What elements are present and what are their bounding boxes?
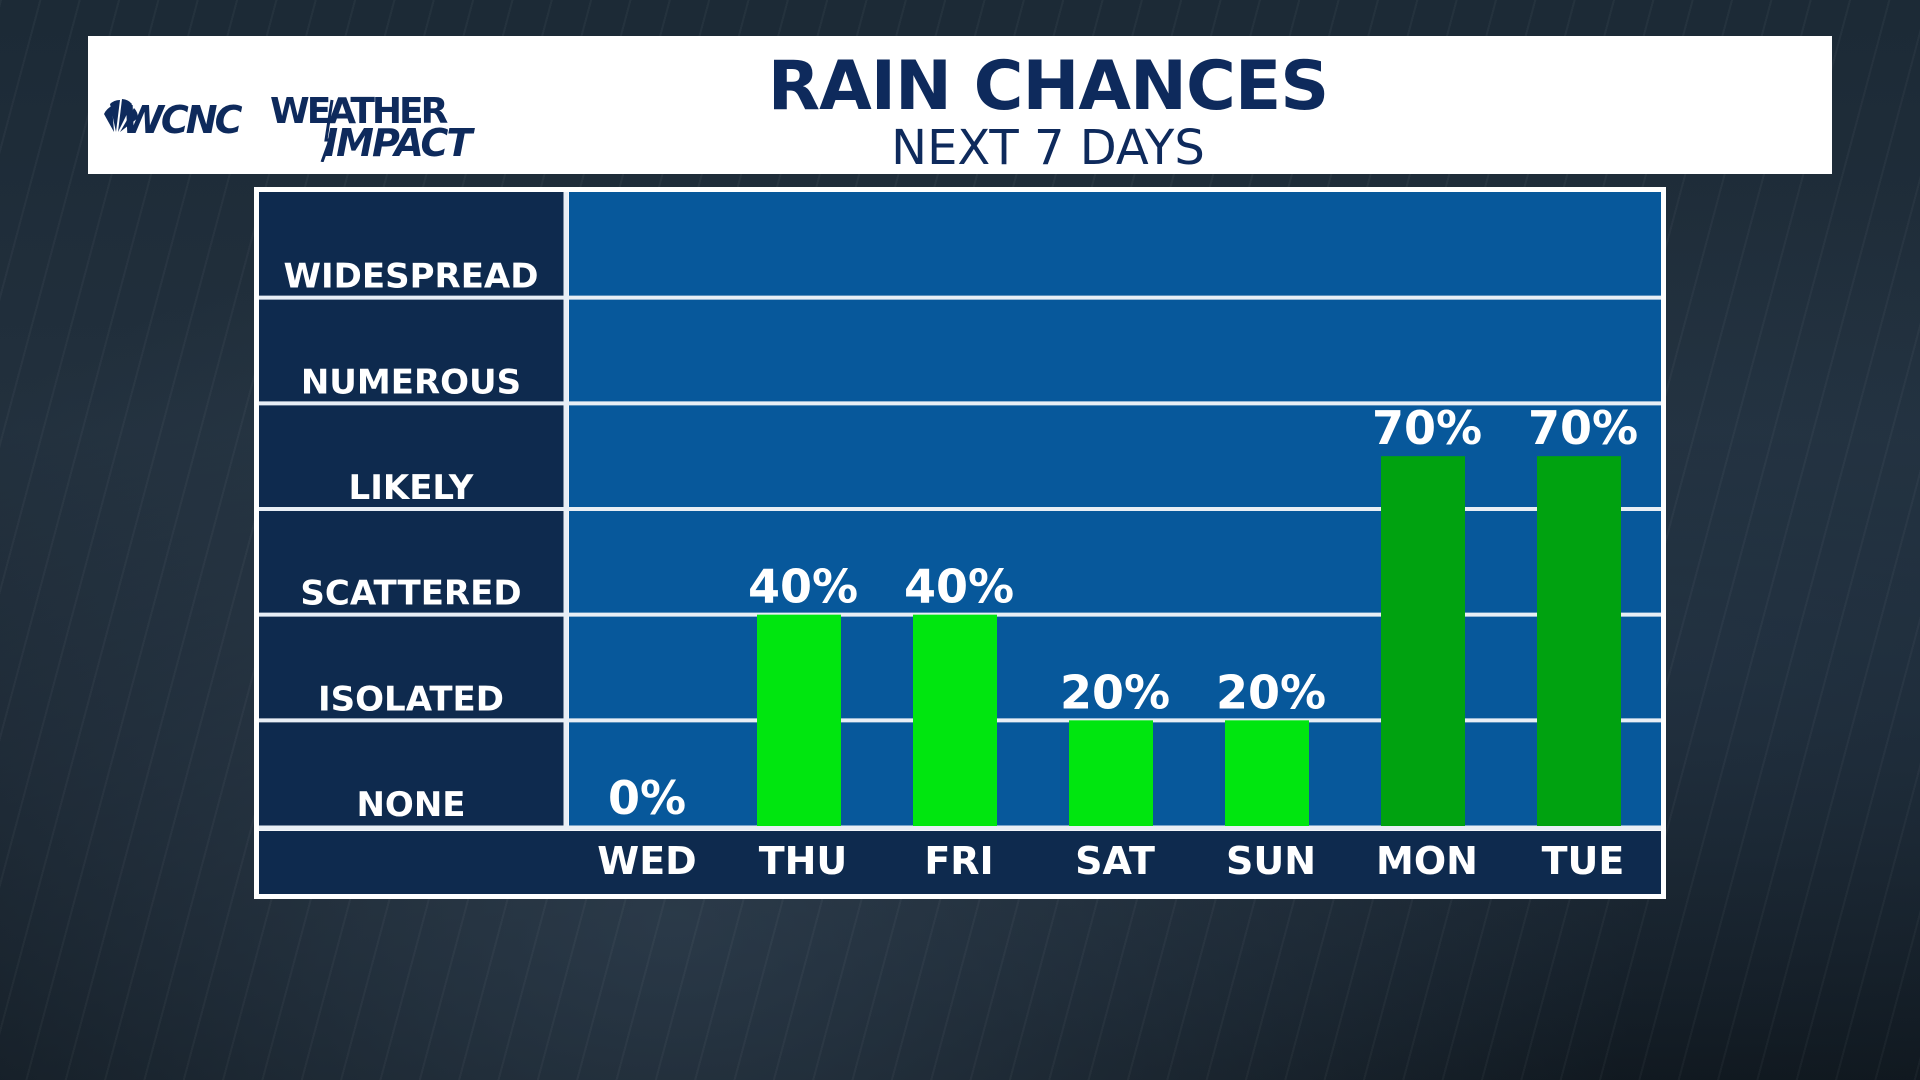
bar-sat bbox=[1069, 720, 1153, 826]
value-label-mon: 70% bbox=[1372, 401, 1482, 455]
day-label-tue: TUE bbox=[1542, 839, 1625, 883]
chart-subtitle: NEXT 7 DAYS bbox=[891, 120, 1205, 176]
title-banner: WCNC WEATHER IMPACT RAIN CHANCES NEXT 7 … bbox=[88, 36, 1832, 176]
bar-mon bbox=[1381, 456, 1465, 826]
y-category-label: LIKELY bbox=[349, 468, 474, 508]
y-category-label: NONE bbox=[356, 785, 465, 825]
day-label-sun: SUN bbox=[1226, 839, 1316, 883]
bar-tue bbox=[1537, 456, 1621, 826]
day-label-wed: WED bbox=[597, 839, 696, 883]
chart-title: RAIN CHANCES bbox=[767, 47, 1330, 126]
value-label-wed: 0% bbox=[608, 771, 686, 825]
value-label-thu: 40% bbox=[748, 560, 858, 614]
value-label-fri: 40% bbox=[904, 560, 1014, 614]
value-label-sun: 20% bbox=[1216, 665, 1326, 719]
day-label-sat: SAT bbox=[1075, 839, 1155, 883]
y-category-label: NUMEROUS bbox=[301, 362, 521, 402]
logo-impact-text: IMPACT bbox=[324, 121, 475, 162]
y-category-label: SCATTERED bbox=[300, 574, 521, 614]
day-label-thu: THU bbox=[759, 839, 848, 883]
value-label-sat: 20% bbox=[1060, 665, 1170, 719]
y-category-label: ISOLATED bbox=[318, 679, 504, 719]
bars bbox=[757, 456, 1621, 826]
wcnc-weather-impact-logo: WCNC WEATHER IMPACT bbox=[104, 91, 477, 162]
logo-weather-text: WEATHER bbox=[270, 91, 448, 132]
day-label-mon: MON bbox=[1376, 839, 1478, 883]
logo-station-text: WCNC bbox=[122, 98, 243, 142]
bar-fri bbox=[913, 614, 997, 826]
y-category-label: WIDESPREAD bbox=[284, 257, 539, 297]
bar-thu bbox=[757, 614, 841, 826]
day-label-fri: FRI bbox=[924, 839, 993, 883]
value-labels: 0% 40% 40% 20% 20% 70% 70% bbox=[608, 401, 1638, 825]
day-labels: WED THU FRI SAT SUN MON TUE bbox=[597, 839, 1624, 883]
y-category-labels: NONE ISOLATED SCATTERED LIKELY NUMEROUS WIDES… bbox=[284, 257, 539, 825]
day-label-row bbox=[259, 831, 1661, 894]
bar-sun bbox=[1225, 720, 1309, 826]
nbc-peacock-icon bbox=[104, 99, 139, 132]
value-label-tue: 70% bbox=[1528, 401, 1638, 455]
